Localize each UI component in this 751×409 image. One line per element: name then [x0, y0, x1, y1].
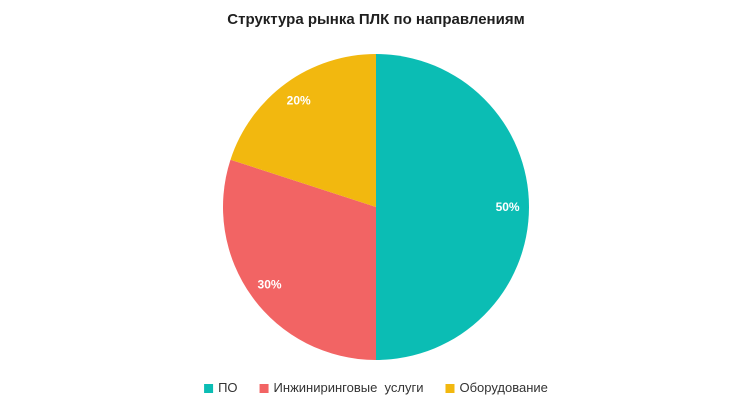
legend-label-1: ПО: [218, 380, 237, 395]
legend-swatch-1: [204, 384, 214, 393]
slice-label-3: 20%: [287, 94, 311, 108]
legend-swatch-3: [445, 384, 455, 393]
legend-item-2: Инжиниринговые услуги: [259, 380, 424, 395]
slice-label-1: 50%: [496, 200, 520, 214]
pie-slice-1: [376, 54, 529, 360]
pie-slice-labels: 50% 30% 20%: [258, 94, 520, 292]
legend-swatch-2: [259, 384, 269, 393]
pie-slice-3: [230, 54, 376, 207]
slice-label-2: 30%: [258, 277, 282, 291]
pie-slices: [223, 54, 529, 360]
legend-label-3: Оборудование: [459, 380, 547, 395]
legend-item-1: ПО: [204, 380, 238, 395]
legend-item-3: Оборудование: [445, 380, 548, 395]
chart-legend: ПО Инжиниринговые услуги Оборудование: [204, 380, 548, 395]
legend-label-2: Инжиниринговые услуги: [274, 380, 424, 395]
pie-slice-2: [223, 159, 376, 360]
chart-title: Структура рынка ПЛК по направлениям: [227, 11, 524, 28]
